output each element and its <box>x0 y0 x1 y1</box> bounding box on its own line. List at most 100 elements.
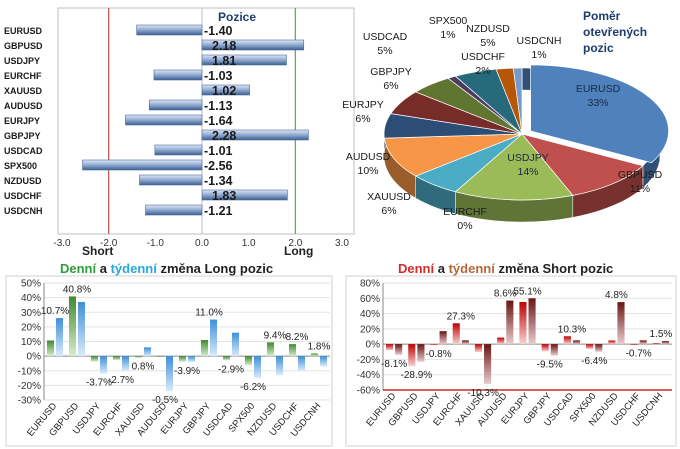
pie-label-usdcnh: USDCNH <box>517 35 562 47</box>
category-label-eurusd: EURUSD <box>4 26 43 36</box>
bar-daily-usdchf <box>630 344 638 346</box>
bar-daily-nzdusd <box>608 340 616 345</box>
bar-xauusd <box>201 84 250 96</box>
pie-slice-eurusd <box>530 64 669 164</box>
bar-daily-eurchf <box>452 323 460 345</box>
bar-eurchf <box>153 69 203 81</box>
category-label-xauusd: XAUUSD <box>4 86 43 96</box>
bar-daily-gbpusd <box>408 344 416 367</box>
y-tick-label: -20% <box>357 355 380 366</box>
y-tick-label: -10% <box>18 366 41 377</box>
data-label-usdchf: 8.2% <box>286 332 309 343</box>
bar-daily-usdchf <box>288 344 296 357</box>
y-tick-label: 0% <box>27 352 42 363</box>
x-tick-label: -3.0 <box>53 238 71 249</box>
bar-eurusd <box>136 24 203 36</box>
bar-daily-usdcnh <box>310 353 318 357</box>
bar-weekly-usdjpy <box>100 356 108 374</box>
pie-label-eurchf: EURCHF <box>443 206 487 218</box>
pie-slice-usdjpy <box>454 133 574 201</box>
positions-title: Pozice <box>218 10 256 24</box>
bar-daily-usdcnh <box>652 342 660 345</box>
bar-usdcad <box>154 144 203 156</box>
data-label-spx500: -6.4% <box>581 356 607 367</box>
x-tick-label: 2.0 <box>288 238 302 249</box>
value-label-eurjpy: -1.64 <box>204 114 233 128</box>
value-label-eurusd: -1.40 <box>204 24 233 38</box>
pie-slice-gbpusd <box>521 133 644 196</box>
long-change-chart: Denní a týdenní změna Long pozic 50% 40% 3… <box>5 261 333 447</box>
bar-weekly-eurchf <box>122 356 130 371</box>
bar-spx500 <box>82 159 203 171</box>
data-label-eurjpy: -3.9% <box>174 366 200 377</box>
pie-value-nzdusd: 5% <box>480 37 495 49</box>
bar-daily-audusd <box>156 356 164 358</box>
value-label-gbpusd: 2.18 <box>212 39 236 53</box>
pie-title: Poměr otevřených pozic <box>583 9 650 55</box>
pie-value-eurjpy: 6% <box>355 113 370 125</box>
bar-daily-eurchf <box>112 356 120 361</box>
category-label-usdjpy: USDJPY <box>4 56 40 66</box>
y-tick-label: -40% <box>357 370 380 381</box>
bar-gbpjpy <box>201 129 309 141</box>
bar-eurjpy <box>125 114 203 126</box>
bar-weekly-nzdusd <box>617 302 625 345</box>
value-label-usdcnh: -1.21 <box>204 204 233 218</box>
bar-weekly-eurchf <box>461 340 469 345</box>
bar-daily-spx500 <box>586 344 594 350</box>
bar-usdjpy <box>201 54 287 66</box>
y-tick-label: -60% <box>357 386 380 397</box>
bar-daily-usdcad <box>222 356 230 361</box>
bar-weekly-audusd <box>166 356 174 392</box>
x-tick-label: 3.0 <box>335 238 349 249</box>
value-label-audusd: -1.13 <box>204 99 233 113</box>
value-label-gbpjpy: 2.28 <box>212 129 236 143</box>
bar-weekly-usdcnh <box>320 356 328 367</box>
bar-weekly-usdchf <box>639 340 647 345</box>
data-label-xauusd: -10.3% <box>467 388 499 399</box>
bar-weekly-usdcnh <box>661 341 669 345</box>
category-label-audusd: AUDUSD <box>4 101 43 111</box>
bar-weekly-eurjpy <box>528 298 536 345</box>
bar-weekly-xauusd <box>484 344 492 384</box>
bar-daily-nzdusd <box>266 342 274 357</box>
category-label-gbpusd: GBPUSD <box>4 41 43 51</box>
y-tick-label: -20% <box>18 381 41 392</box>
bar-daily-spx500 <box>244 356 252 366</box>
x-tick-label: 1.0 <box>242 238 256 249</box>
data-label-xauusd: 0.8% <box>132 362 155 373</box>
bar-daily-gbpjpy <box>200 340 208 357</box>
data-label-gbpusd: 40.8% <box>63 284 91 295</box>
bar-weekly-usdchf <box>298 356 306 371</box>
data-label-eurjpy: 55.1% <box>513 286 541 297</box>
bar-daily-usdjpy <box>90 356 98 362</box>
value-label-spx500: -2.56 <box>204 159 233 173</box>
data-label-usdcnh: 1.5% <box>649 329 672 340</box>
y-tick-label: 0% <box>366 340 381 351</box>
data-label-usdcnh: 1.8% <box>308 341 331 352</box>
pie-value-eurusd: 33% <box>587 97 608 109</box>
bar-usdchf <box>201 189 288 201</box>
pie-label-usdchf: USDCHF <box>461 51 505 63</box>
bar-daily-eurjpy <box>519 302 527 345</box>
value-label-xauusd: 1.02 <box>212 84 236 98</box>
data-label-spx500: -6.2% <box>240 382 266 393</box>
pie-label-usdjpy: USDJPY <box>507 152 548 164</box>
bar-weekly-nzdusd <box>276 356 284 376</box>
pie-label-xauusd: XAUUSD <box>367 191 411 203</box>
pie-value-usdchf: 2% <box>475 65 490 77</box>
pie-value-gbpusd: 11% <box>630 183 650 195</box>
value-label-usdjpy: 1.81 <box>212 54 236 68</box>
data-label-usdcad: 10.3% <box>558 324 586 335</box>
bar-gbpusd <box>201 39 305 51</box>
bar-daily-xauusd <box>474 344 483 353</box>
bar-usdcnh <box>145 204 203 216</box>
bar-weekly-gbpusd <box>417 344 425 362</box>
y-tick-label: 30% <box>21 308 41 319</box>
bar-weekly-xauusd <box>144 347 152 357</box>
pie-label-nzdusd: NZDUSD <box>466 23 510 35</box>
value-label-eurchf: -1.03 <box>204 69 233 83</box>
x-tick-label: 0.0 <box>195 238 209 249</box>
data-label-usdjpy: -3.7% <box>86 378 112 389</box>
pie-value-gbpjpy: 6% <box>383 80 398 92</box>
